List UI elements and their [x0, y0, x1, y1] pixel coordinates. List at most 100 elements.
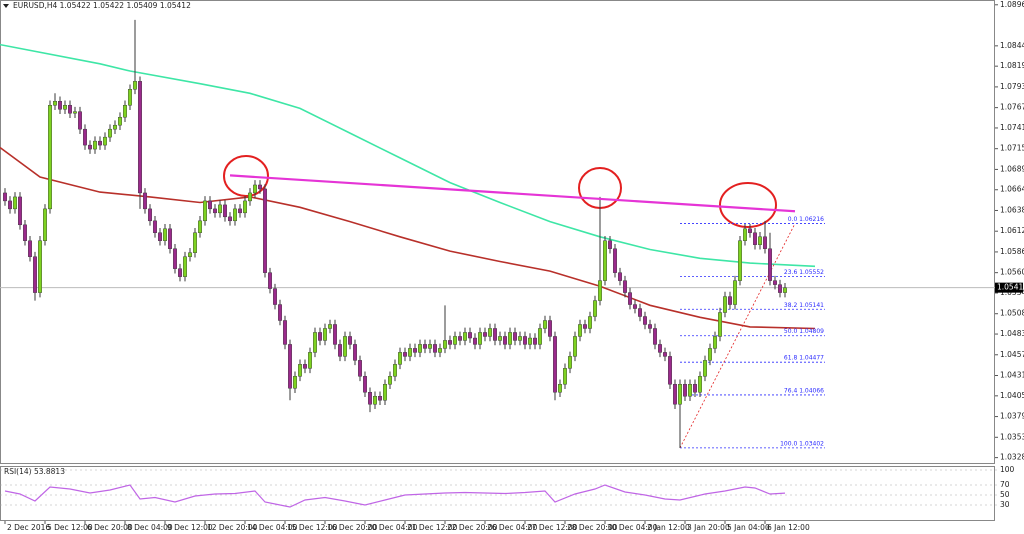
rsi-tick-label: 50 [1000, 490, 1010, 499]
x-tick-label: 6 Dec 20:00 [87, 523, 133, 532]
candle-body [738, 240, 743, 281]
y-tick-label: 1.03795 [1000, 412, 1024, 421]
candle-body [648, 324, 653, 329]
candle-body [393, 364, 398, 377]
candle-body [593, 300, 598, 317]
x-tick-label: 8 Dec 04:00 [127, 523, 173, 532]
candle-body [413, 348, 418, 353]
candle-body [388, 376, 393, 385]
y-tick-label: 1.04310 [1000, 371, 1024, 380]
fib-label: 76.4 1.04066 [784, 387, 824, 394]
candle-body [368, 392, 373, 405]
candle-body [578, 324, 583, 337]
last-price-tag [995, 282, 1023, 293]
candle-body [207, 200, 212, 210]
candle-body [508, 332, 513, 345]
x-tick-label: 2 Dec 2016 [7, 523, 50, 532]
candle-body [278, 304, 283, 321]
candle-body [548, 320, 553, 337]
candle-body [127, 89, 132, 106]
candle-body [67, 105, 72, 114]
candle-body [12, 196, 17, 210]
menu-arrow [3, 4, 9, 8]
candle-body [28, 240, 33, 257]
candle-body [753, 232, 758, 245]
y-tick-label: 1.06120 [1000, 226, 1024, 235]
candle-body [112, 124, 117, 130]
candle-body [87, 144, 92, 150]
candle-body [623, 280, 628, 293]
candle-body [638, 308, 643, 317]
candle-body [723, 296, 728, 313]
candle-body [663, 352, 668, 357]
y-tick-label: 1.08190 [1000, 61, 1024, 70]
fib-label: 50.0 1.04809 [784, 328, 824, 335]
candle-body [778, 284, 783, 293]
x-tick-label: 9 Dec 12:00 [167, 523, 213, 532]
highlight-circle [719, 182, 777, 228]
x-tick-label: 16 Dec 20:00 [327, 523, 378, 532]
candle-body [783, 287, 788, 293]
fib-label: 23.6 1.05552 [784, 269, 824, 276]
candle-body [523, 336, 528, 345]
y-tick-label: 1.05600 [1000, 268, 1024, 277]
rsi-pane [0, 466, 995, 521]
candle-body [483, 332, 488, 337]
candle-body [373, 396, 378, 405]
candle-body [538, 328, 543, 345]
candle-body [318, 332, 323, 341]
candle-body [132, 81, 137, 90]
candle-body [353, 344, 358, 361]
candle-body [518, 336, 523, 341]
candle-body [608, 240, 613, 249]
rsi-label: RSI(14) 53.8813 [4, 467, 65, 476]
candle-body [72, 111, 77, 114]
candle-body [568, 356, 573, 369]
candle-body [453, 336, 458, 345]
candle-body [633, 304, 638, 309]
x-tick-label: 15 Dec 12:00 [287, 523, 338, 532]
candle-body [773, 280, 778, 285]
candle-body [543, 320, 548, 329]
moving-average [0, 146, 816, 330]
rsi-line [4, 484, 786, 508]
candle-body [258, 184, 263, 190]
candle-body [603, 240, 608, 281]
x-tick-label: 22 Dec 20:00 [447, 523, 498, 532]
candle-body [192, 232, 197, 253]
candle-body [268, 272, 273, 289]
x-tick-label: 2 Jan 12:00 [647, 523, 690, 532]
candle-body [237, 208, 242, 214]
candle-body [363, 376, 368, 393]
candle-body [493, 328, 498, 341]
y-tick-label: 1.08445 [1000, 41, 1024, 50]
candle-body [733, 280, 738, 305]
candle-body [383, 384, 388, 401]
candle-body [598, 280, 603, 301]
candle-body [273, 288, 278, 305]
candle-body [48, 105, 53, 210]
x-tick-label: 28 Dec 20:00 [567, 523, 618, 532]
candle-body [408, 348, 413, 357]
candle-body [77, 111, 82, 130]
x-tick-label: 30 Dec 04:00 [607, 523, 658, 532]
candle-body [448, 340, 453, 345]
candle-body [433, 344, 438, 353]
candle-body [728, 296, 733, 305]
candle-body [3, 192, 7, 202]
candle-body [212, 208, 217, 214]
candle-body [152, 220, 157, 233]
candle-body [197, 220, 202, 233]
candle-body [403, 352, 408, 357]
candle-body [187, 252, 192, 257]
candle-body [563, 368, 568, 385]
candle-body [443, 340, 448, 349]
candle-body [43, 208, 48, 241]
candle-body [673, 384, 678, 405]
candle-body [398, 352, 403, 365]
x-tick-label: 20 Dec 04:00 [367, 523, 418, 532]
y-tick-label: 1.03535 [1000, 432, 1024, 441]
fib-label: 61.8 1.04477 [784, 355, 824, 362]
candle-body [33, 256, 38, 293]
